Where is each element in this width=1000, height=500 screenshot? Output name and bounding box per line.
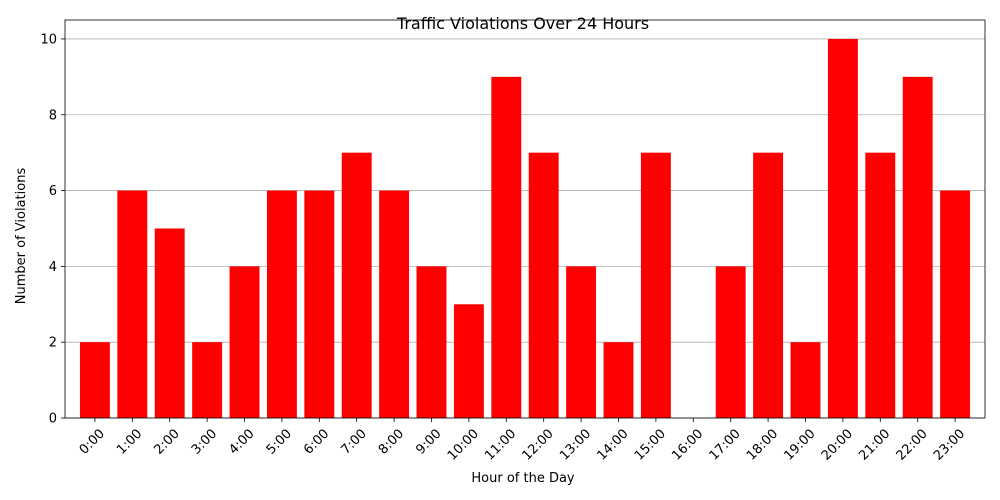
x-tick-label: 2:00 xyxy=(152,426,183,457)
bar xyxy=(379,190,410,418)
plot-frame xyxy=(64,19,986,419)
bar xyxy=(266,190,297,418)
x-tick-label: 18:00 xyxy=(744,426,781,463)
x-tick-label: 4:00 xyxy=(226,426,257,457)
x-tick-label: 3:00 xyxy=(189,426,220,457)
x-tick-label: 0:00 xyxy=(77,426,108,457)
x-tick-label: 7:00 xyxy=(338,426,369,457)
y-tick-label: 2 xyxy=(49,336,57,351)
bar xyxy=(640,152,671,418)
bar xyxy=(491,76,522,418)
y-tick-label: 8 xyxy=(49,108,57,123)
bar xyxy=(790,342,821,418)
bar xyxy=(416,266,447,418)
x-tick-label: 11:00 xyxy=(482,426,519,463)
y-axis-label: Number of Violations xyxy=(14,168,29,305)
bar xyxy=(566,266,597,418)
x-tick-label: 9:00 xyxy=(413,426,444,457)
y-tick-label: 0 xyxy=(49,412,57,427)
x-tick-label: 1:00 xyxy=(114,426,145,457)
x-tick-label: 20:00 xyxy=(819,426,856,463)
bar xyxy=(865,152,896,418)
x-tick-label: 15:00 xyxy=(632,426,669,463)
x-tick-label: 19:00 xyxy=(781,426,818,463)
y-tick-label: 4 xyxy=(49,260,57,275)
y-tick-label: 6 xyxy=(49,184,57,199)
bar xyxy=(117,190,148,418)
bar xyxy=(715,266,746,418)
bar xyxy=(528,152,559,418)
bar xyxy=(940,190,971,418)
x-axis-label: Hour of the Day xyxy=(471,471,575,486)
x-tick-label: 5:00 xyxy=(264,426,295,457)
x-tick-label: 10:00 xyxy=(445,426,482,463)
x-tick-label: 8:00 xyxy=(376,426,407,457)
bar xyxy=(453,304,484,418)
axes-frame xyxy=(64,19,986,419)
x-ticks: 0:00 1:00 2:00 3:00 4:00 5:00 6:00 7:00 8:00 9:00… xyxy=(77,418,968,464)
bar xyxy=(229,266,260,418)
bar xyxy=(154,228,185,418)
x-tick-label: 22:00 xyxy=(894,426,931,463)
x-tick-label: 13:00 xyxy=(557,426,594,463)
bar xyxy=(827,38,858,418)
bar xyxy=(603,342,634,418)
bar xyxy=(304,190,335,418)
bars xyxy=(79,38,971,418)
chart-title: Traffic Violations Over 24 Hours xyxy=(396,14,649,33)
x-tick-label: 16:00 xyxy=(669,426,706,463)
x-tick-label: 14:00 xyxy=(594,426,631,463)
x-tick-label: 23:00 xyxy=(931,426,968,463)
y-ticks: 0 2 4 6 8 10 xyxy=(40,32,65,427)
x-tick-label: 6:00 xyxy=(301,426,332,457)
bar xyxy=(902,76,933,418)
x-tick-label: 17:00 xyxy=(707,426,744,463)
bar xyxy=(79,342,110,418)
bar xyxy=(192,342,223,418)
x-tick-label: 21:00 xyxy=(856,426,893,463)
bar xyxy=(753,152,784,418)
y-tick-label: 10 xyxy=(40,32,57,47)
bar xyxy=(341,152,372,418)
x-tick-label: 12:00 xyxy=(520,426,557,463)
